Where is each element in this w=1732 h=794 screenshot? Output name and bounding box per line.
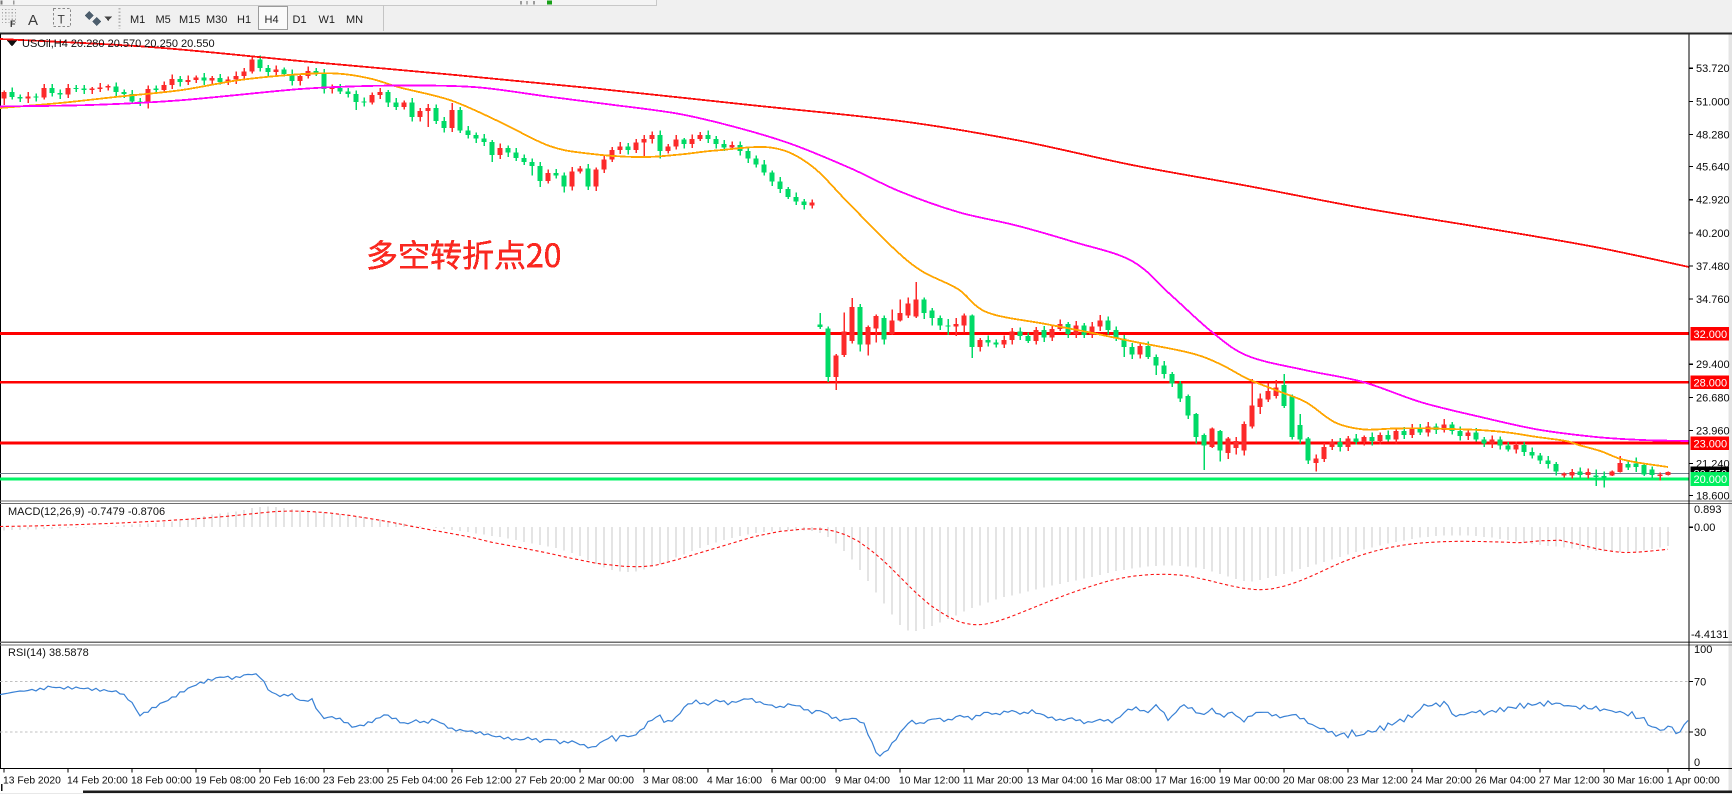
svg-text:70: 70	[1694, 677, 1706, 689]
svg-text:27 Feb 20:00: 27 Feb 20:00	[515, 776, 576, 787]
svg-text:100: 100	[1694, 644, 1712, 656]
svg-text:51.000: 51.000	[1696, 96, 1730, 108]
svg-text:0.893: 0.893	[1694, 504, 1722, 516]
svg-text:25 Feb 04:00: 25 Feb 04:00	[387, 776, 448, 787]
svg-text:20 Feb 16:00: 20 Feb 16:00	[259, 776, 320, 787]
svg-text:23.000: 23.000	[1694, 438, 1728, 450]
svg-text:MN: MN	[346, 14, 363, 26]
svg-text:M15: M15	[179, 14, 200, 26]
svg-text:20 Mar 08:00: 20 Mar 08:00	[1283, 776, 1344, 787]
svg-text:16 Mar 08:00: 16 Mar 08:00	[1091, 776, 1152, 787]
svg-text:28.000: 28.000	[1694, 377, 1728, 389]
svg-text:17 Mar 16:00: 17 Mar 16:00	[1155, 776, 1216, 787]
svg-text:T: T	[58, 13, 66, 27]
svg-text:18.600: 18.600	[1696, 491, 1730, 503]
svg-text:11 Mar 20:00: 11 Mar 20:00	[963, 776, 1023, 787]
svg-text:H4: H4	[265, 14, 279, 26]
svg-text:W1: W1	[319, 14, 336, 26]
svg-text:23.960: 23.960	[1696, 425, 1730, 437]
svg-text:F: F	[10, 19, 16, 29]
svg-text:A: A	[28, 12, 38, 29]
svg-text:42.920: 42.920	[1696, 195, 1730, 207]
svg-text:1 Apr 00:00: 1 Apr 00:00	[1667, 776, 1720, 787]
svg-text:48.280: 48.280	[1696, 129, 1730, 141]
svg-text:40.200: 40.200	[1696, 228, 1730, 240]
svg-text:26 Mar 04:00: 26 Mar 04:00	[1475, 776, 1536, 787]
svg-text:13 Feb 2020: 13 Feb 2020	[3, 776, 61, 787]
svg-text:10 Mar 12:00: 10 Mar 12:00	[899, 776, 960, 787]
svg-text:M1: M1	[130, 14, 145, 26]
svg-text:4 Mar 16:00: 4 Mar 16:00	[707, 776, 762, 787]
svg-text:26 Feb 12:00: 26 Feb 12:00	[451, 776, 512, 787]
svg-text:20.000: 20.000	[1694, 474, 1728, 486]
svg-text:RSI(14) 38.5878: RSI(14) 38.5878	[8, 647, 89, 659]
svg-text:45.640: 45.640	[1696, 162, 1730, 174]
svg-text:27 Mar 12:00: 27 Mar 12:00	[1539, 776, 1600, 787]
svg-text:3 Mar 08:00: 3 Mar 08:00	[643, 776, 698, 787]
svg-text:26.680: 26.680	[1696, 392, 1730, 404]
svg-text:6 Mar 00:00: 6 Mar 00:00	[771, 776, 826, 787]
svg-text:30: 30	[1694, 727, 1706, 739]
svg-text:23 Feb 23:00: 23 Feb 23:00	[323, 776, 384, 787]
svg-text:M5: M5	[156, 14, 171, 26]
svg-text:14 Feb 20:00: 14 Feb 20:00	[67, 776, 128, 787]
svg-text:0.00: 0.00	[1694, 522, 1715, 534]
svg-text:19 Feb 08:00: 19 Feb 08:00	[195, 776, 256, 787]
svg-text:13 Mar 04:00: 13 Mar 04:00	[1027, 776, 1088, 787]
svg-text:29.400: 29.400	[1696, 359, 1730, 371]
svg-text:30 Mar 16:00: 30 Mar 16:00	[1603, 776, 1664, 787]
svg-text:M30: M30	[206, 14, 227, 26]
svg-text:MACD(12,26,9) -0.7479 -0.8706: MACD(12,26,9) -0.7479 -0.8706	[8, 506, 165, 518]
svg-text:D1: D1	[293, 14, 307, 26]
svg-text:0: 0	[1694, 757, 1700, 769]
svg-text:18 Feb 00:00: 18 Feb 00:00	[131, 776, 192, 787]
svg-text:2 Mar 00:00: 2 Mar 00:00	[579, 776, 634, 787]
svg-text:37.480: 37.480	[1696, 261, 1730, 273]
svg-text:24 Mar 20:00: 24 Mar 20:00	[1411, 776, 1472, 787]
svg-text:32.000: 32.000	[1694, 329, 1728, 341]
svg-text:23 Mar 12:00: 23 Mar 12:00	[1347, 776, 1408, 787]
svg-text:USOil,H4 20.280 20.570 20.250: USOil,H4 20.280 20.570 20.250 20.550	[22, 38, 215, 50]
svg-text:34.760: 34.760	[1696, 294, 1730, 306]
svg-text:-4.4131: -4.4131	[1691, 629, 1728, 641]
svg-text:9 Mar 04:00: 9 Mar 04:00	[835, 776, 890, 787]
svg-text:19 Mar 00:00: 19 Mar 00:00	[1219, 776, 1280, 787]
svg-text:53.720: 53.720	[1696, 63, 1730, 75]
svg-text:H1: H1	[237, 14, 251, 26]
